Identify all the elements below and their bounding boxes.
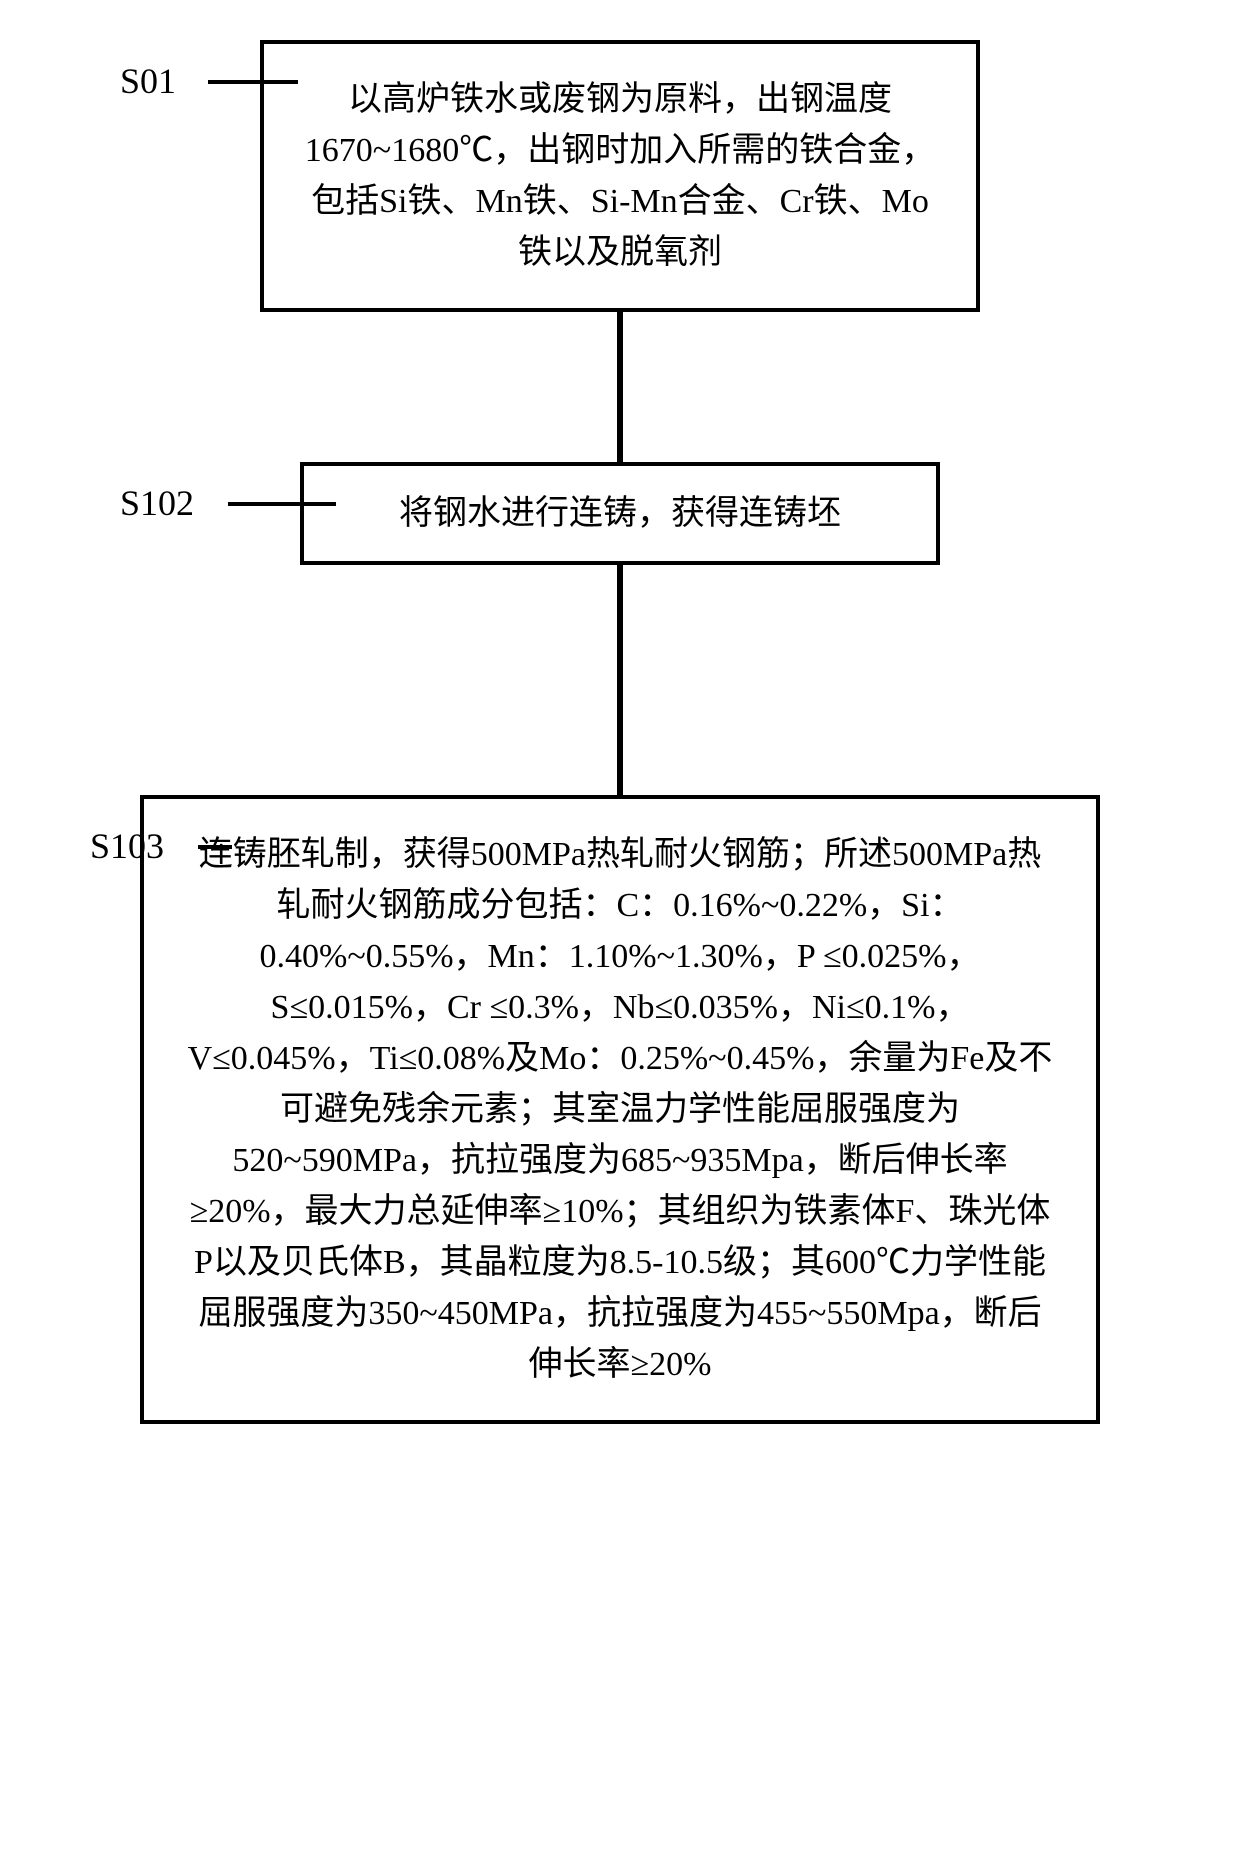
step-label-s01: S01 — [120, 60, 176, 102]
step-box-s103: 连铸胚轧制，获得500MPa热轧耐火钢筋；所述500MPa热轧耐火钢筋成分包括：… — [140, 795, 1100, 1424]
step-row-3: S103 连铸胚轧制，获得500MPa热轧耐火钢筋；所述500MPa热轧耐火钢筋… — [60, 795, 1180, 1424]
step-box-s102: 将钢水进行连铸，获得连铸坯 — [300, 462, 940, 565]
step-label-s103: S103 — [90, 825, 164, 867]
label-line-s01 — [208, 80, 298, 84]
flowchart-container: S01 以高炉铁水或废钢为原料，出钢温度1670~1680℃，出钢时加入所需的铁… — [60, 40, 1180, 1424]
step-row-2: S102 将钢水进行连铸，获得连铸坯 — [60, 462, 1180, 565]
step-box-s01: 以高炉铁水或废钢为原料，出钢温度1670~1680℃，出钢时加入所需的铁合金，包… — [260, 40, 980, 312]
connector-2 — [617, 565, 623, 795]
connector-1 — [617, 312, 623, 462]
label-line-s103 — [198, 845, 232, 849]
label-line-s102 — [228, 502, 336, 506]
step-row-1: S01 以高炉铁水或废钢为原料，出钢温度1670~1680℃，出钢时加入所需的铁… — [60, 40, 1180, 312]
step-label-s102: S102 — [120, 482, 194, 524]
